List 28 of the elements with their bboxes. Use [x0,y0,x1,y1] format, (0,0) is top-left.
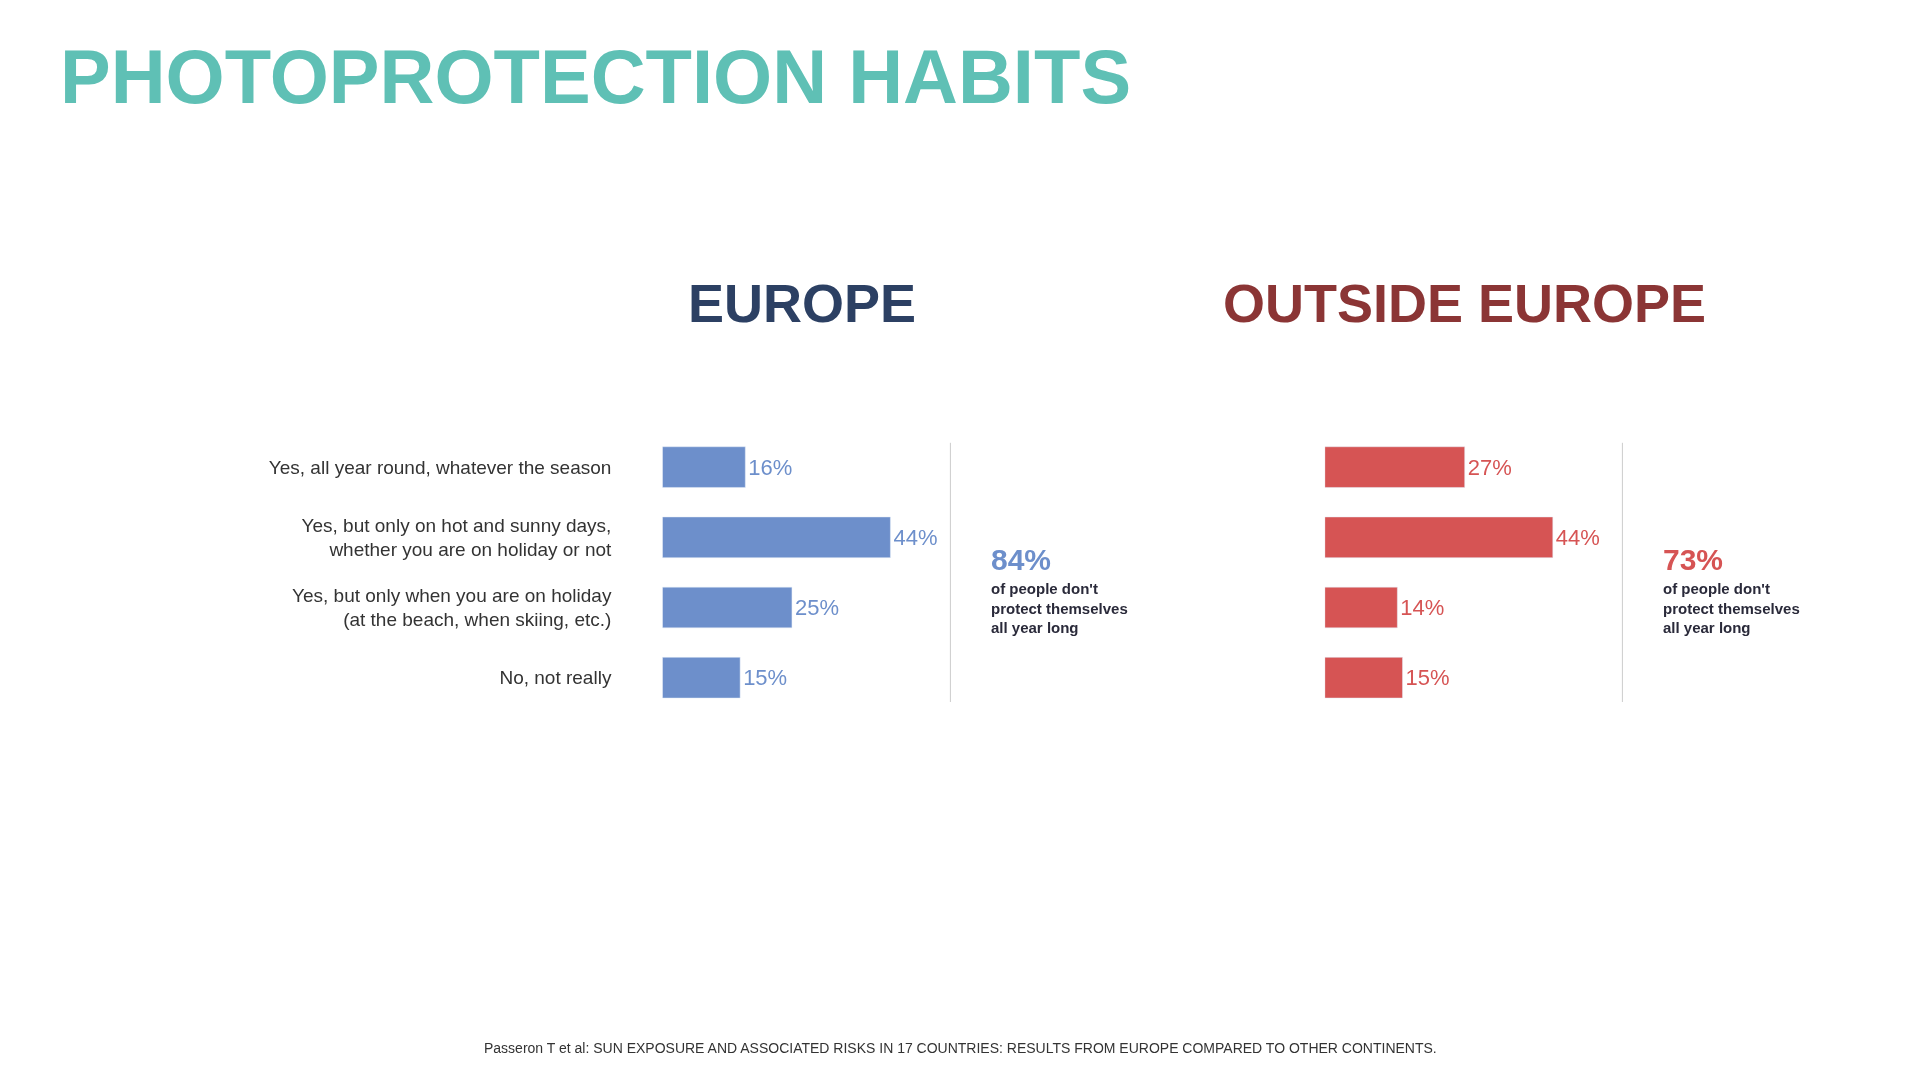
y-tick-label: Yes, all year round, whatever the season [268,456,612,478]
text: 84% [991,543,1052,576]
text: of people don't protect themselves all year long [991,580,1128,636]
data-label: 25% [794,595,839,620]
y-tick-label: Yes, but only when you are on holiday (at the beach, when skiing, etc.) [292,584,612,631]
bar [662,446,746,488]
bar [1324,657,1403,699]
bar [662,516,891,558]
bar [1324,446,1465,488]
chart-title: EUROPE [688,273,917,333]
data-label: 44% [1555,524,1600,550]
text: Passeron T et al: SUN EXPOSURE AND ASSOCIATED RISKS IN 17 COUNTRIES: RESULTS FROM EUROPE COMPARED TO OTHER CONTINENTS. [484,1040,1437,1056]
bar [662,586,793,629]
text: PHOTOPROTECTION HABITS [60,34,1132,119]
y-tick-label: No, not really [499,667,612,689]
bar [1324,586,1398,629]
data-label: 15% [743,665,788,691]
bar [662,657,741,699]
text: of people don't protect themselves all year long [1663,580,1800,636]
y-tick-label: Yes, but only on hot and sunny days, whether you are on holiday or not [301,514,613,561]
data-label: 16% [748,454,793,480]
data-label: 44% [893,524,938,550]
data-label: 14% [1400,595,1445,620]
data-label: 27% [1467,454,1512,480]
text: 73% [1663,543,1724,576]
bar [1324,516,1554,558]
data-label: 15% [1405,665,1450,691]
chart-title: OUTSIDE EUROPE [1223,273,1707,333]
